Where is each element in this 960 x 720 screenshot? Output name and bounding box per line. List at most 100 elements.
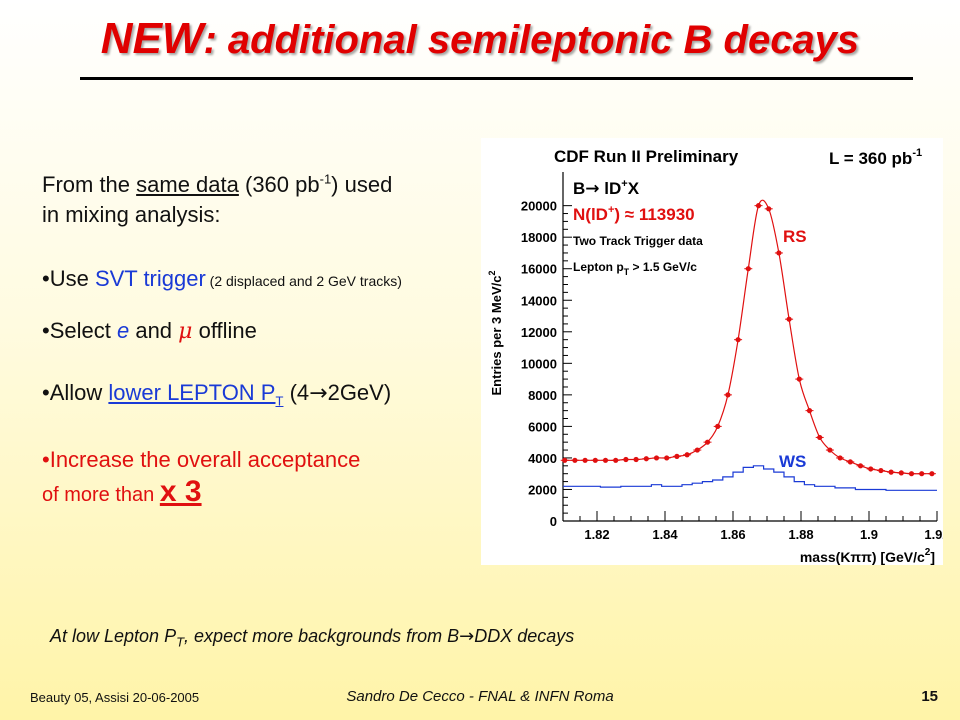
rs-data-point	[847, 459, 853, 465]
plot-decay-label: B→ lD+X	[573, 178, 640, 199]
y-tick-label: 18000	[521, 230, 557, 245]
rs-data-point	[806, 408, 813, 414]
rs-data-point	[613, 457, 619, 463]
bullet4-factor: x 3	[159, 475, 202, 508]
rs-data-point	[888, 469, 894, 475]
intro-sup: -1	[319, 171, 332, 187]
rs-data-point	[674, 453, 680, 459]
plot-header: CDF Run II Preliminary	[554, 147, 739, 166]
note-pre: At low Lepton P	[50, 626, 177, 646]
rs-series	[560, 199, 936, 477]
rs-data-point	[684, 452, 690, 458]
rs-data-point	[664, 455, 670, 461]
bullet-svt-trigger: •Use SVT trigger (2 displaced and 2 GeV …	[42, 266, 402, 292]
footer-conference: Beauty 05, Assisi 20-06-2005	[30, 690, 200, 705]
rs-data-point	[623, 456, 629, 463]
plot-trigger-label: Two Track Trigger data	[573, 234, 703, 248]
y-tick-label: 12000	[521, 325, 557, 340]
intro-part3: ) used	[331, 172, 393, 197]
rs-data-point	[908, 471, 915, 477]
y-tick-label: 10000	[521, 356, 557, 371]
bullet2-mid: and	[129, 318, 179, 343]
bullet4-line1: •Increase the overall acceptance	[42, 447, 361, 472]
y-tick-label: 6000	[528, 419, 557, 434]
rs-data-point	[745, 266, 751, 272]
footer-author: Sandro De Cecco - FNAL & INFN Roma	[346, 688, 614, 705]
bullet2-prefix: •Select	[42, 318, 117, 343]
rs-data-point	[755, 203, 762, 209]
rs-data-point	[592, 457, 598, 463]
rs-data-point	[725, 392, 731, 398]
y-tick-label: 14000	[521, 293, 557, 308]
intro-part2: (360 pb	[238, 172, 320, 197]
mass-plot: 0 2000 4000 6000 8000 10000 12000 14000 16000 180…	[481, 138, 943, 565]
note-mid: , expect more backgrounds from B	[184, 626, 460, 646]
rs-data-point	[562, 457, 568, 463]
rs-data-point	[868, 466, 874, 472]
intro-same-data: same data	[136, 172, 239, 197]
y-tick-label: 0	[550, 514, 557, 529]
y-tick-label: 16000	[521, 262, 557, 277]
bullet3-link[interactable]: lower LEPTON P	[108, 380, 276, 405]
y-axis-label: Entries per 3 MeV/c2	[487, 271, 504, 396]
x-tick-label: 1.92	[924, 527, 943, 542]
y-tick-label: 20000	[521, 199, 557, 214]
rs-data-point	[704, 439, 711, 445]
rs-data-point	[786, 316, 792, 322]
rs-data-point	[643, 456, 649, 462]
ws-series	[563, 465, 937, 491]
bullet3-end: 2GeV)	[327, 380, 392, 405]
rs-data-point	[694, 447, 700, 453]
bullet3-post: (4	[283, 380, 310, 405]
bullet1-svt: SVT trigger	[94, 266, 206, 291]
rs-data-point	[572, 457, 578, 463]
footer-page-number: 15	[921, 688, 938, 705]
bullet-lower-pt: •Allow lower LEPTON PT (4→2GeV)	[42, 380, 392, 409]
rs-data-point	[929, 471, 935, 477]
rs-data-point	[857, 463, 864, 469]
bullet3-arrow: →	[309, 381, 328, 406]
note-arrow: →	[459, 626, 475, 647]
title-rest: : additional semileptonic B decays	[203, 18, 860, 62]
rs-data-point	[715, 423, 721, 429]
ws-histogram	[563, 465, 937, 491]
slide-title: NEW: additional semileptonic B decays	[0, 14, 960, 64]
rs-data-point	[653, 455, 660, 461]
rs-data-point	[898, 470, 904, 476]
x-tick-label: 1.86	[720, 527, 745, 542]
plot-yield-label: N(lD+) ≈ 113930	[573, 204, 695, 224]
rs-legend-label: RS	[783, 227, 807, 246]
note-sub: T	[176, 634, 185, 650]
bullet-acceptance: •Increase the overall acceptance of more …	[42, 444, 360, 511]
intro-part1: From the	[42, 172, 137, 197]
x-tick-label: 1.88	[788, 527, 813, 542]
x-tick-label: 1.9	[860, 527, 878, 542]
bullet2-e: e	[116, 318, 130, 343]
rs-data-point	[919, 471, 925, 477]
bullet1-prefix: •Use	[42, 266, 95, 291]
plot-axes: 0 2000 4000 6000 8000 10000 12000 14000 16000 180…	[521, 172, 943, 542]
bullet4-line2: of more than	[42, 484, 160, 506]
rs-data-point	[878, 467, 884, 474]
rs-data-point	[602, 457, 609, 463]
x-tick-label: 1.82	[584, 527, 609, 542]
rs-data-point	[735, 337, 741, 343]
bullet2-mu: μ	[178, 319, 193, 344]
rs-data-point	[817, 434, 823, 441]
y-tick-label: 8000	[528, 388, 557, 403]
rs-data-point	[766, 206, 772, 212]
plot-lumi: L = 360 pb-1	[829, 147, 922, 168]
x-axis-label: mass(Kππ) [GeV/c2]	[800, 547, 935, 565]
rs-data-point	[633, 456, 639, 463]
y-tick-label: 2000	[528, 482, 557, 497]
bullet3-sub: T	[275, 393, 284, 409]
background-note: At low Lepton PT, expect more background…	[50, 626, 574, 650]
rs-data-point	[776, 250, 782, 256]
rs-data-point	[796, 376, 802, 382]
bullet3-prefix: •Allow	[42, 380, 109, 405]
title-emphasis: NEW	[100, 14, 204, 63]
rs-data-point	[837, 455, 843, 461]
intro-line2: in mixing analysis:	[42, 202, 221, 227]
title-underline-rule	[80, 77, 913, 80]
rs-data-point	[582, 457, 588, 463]
